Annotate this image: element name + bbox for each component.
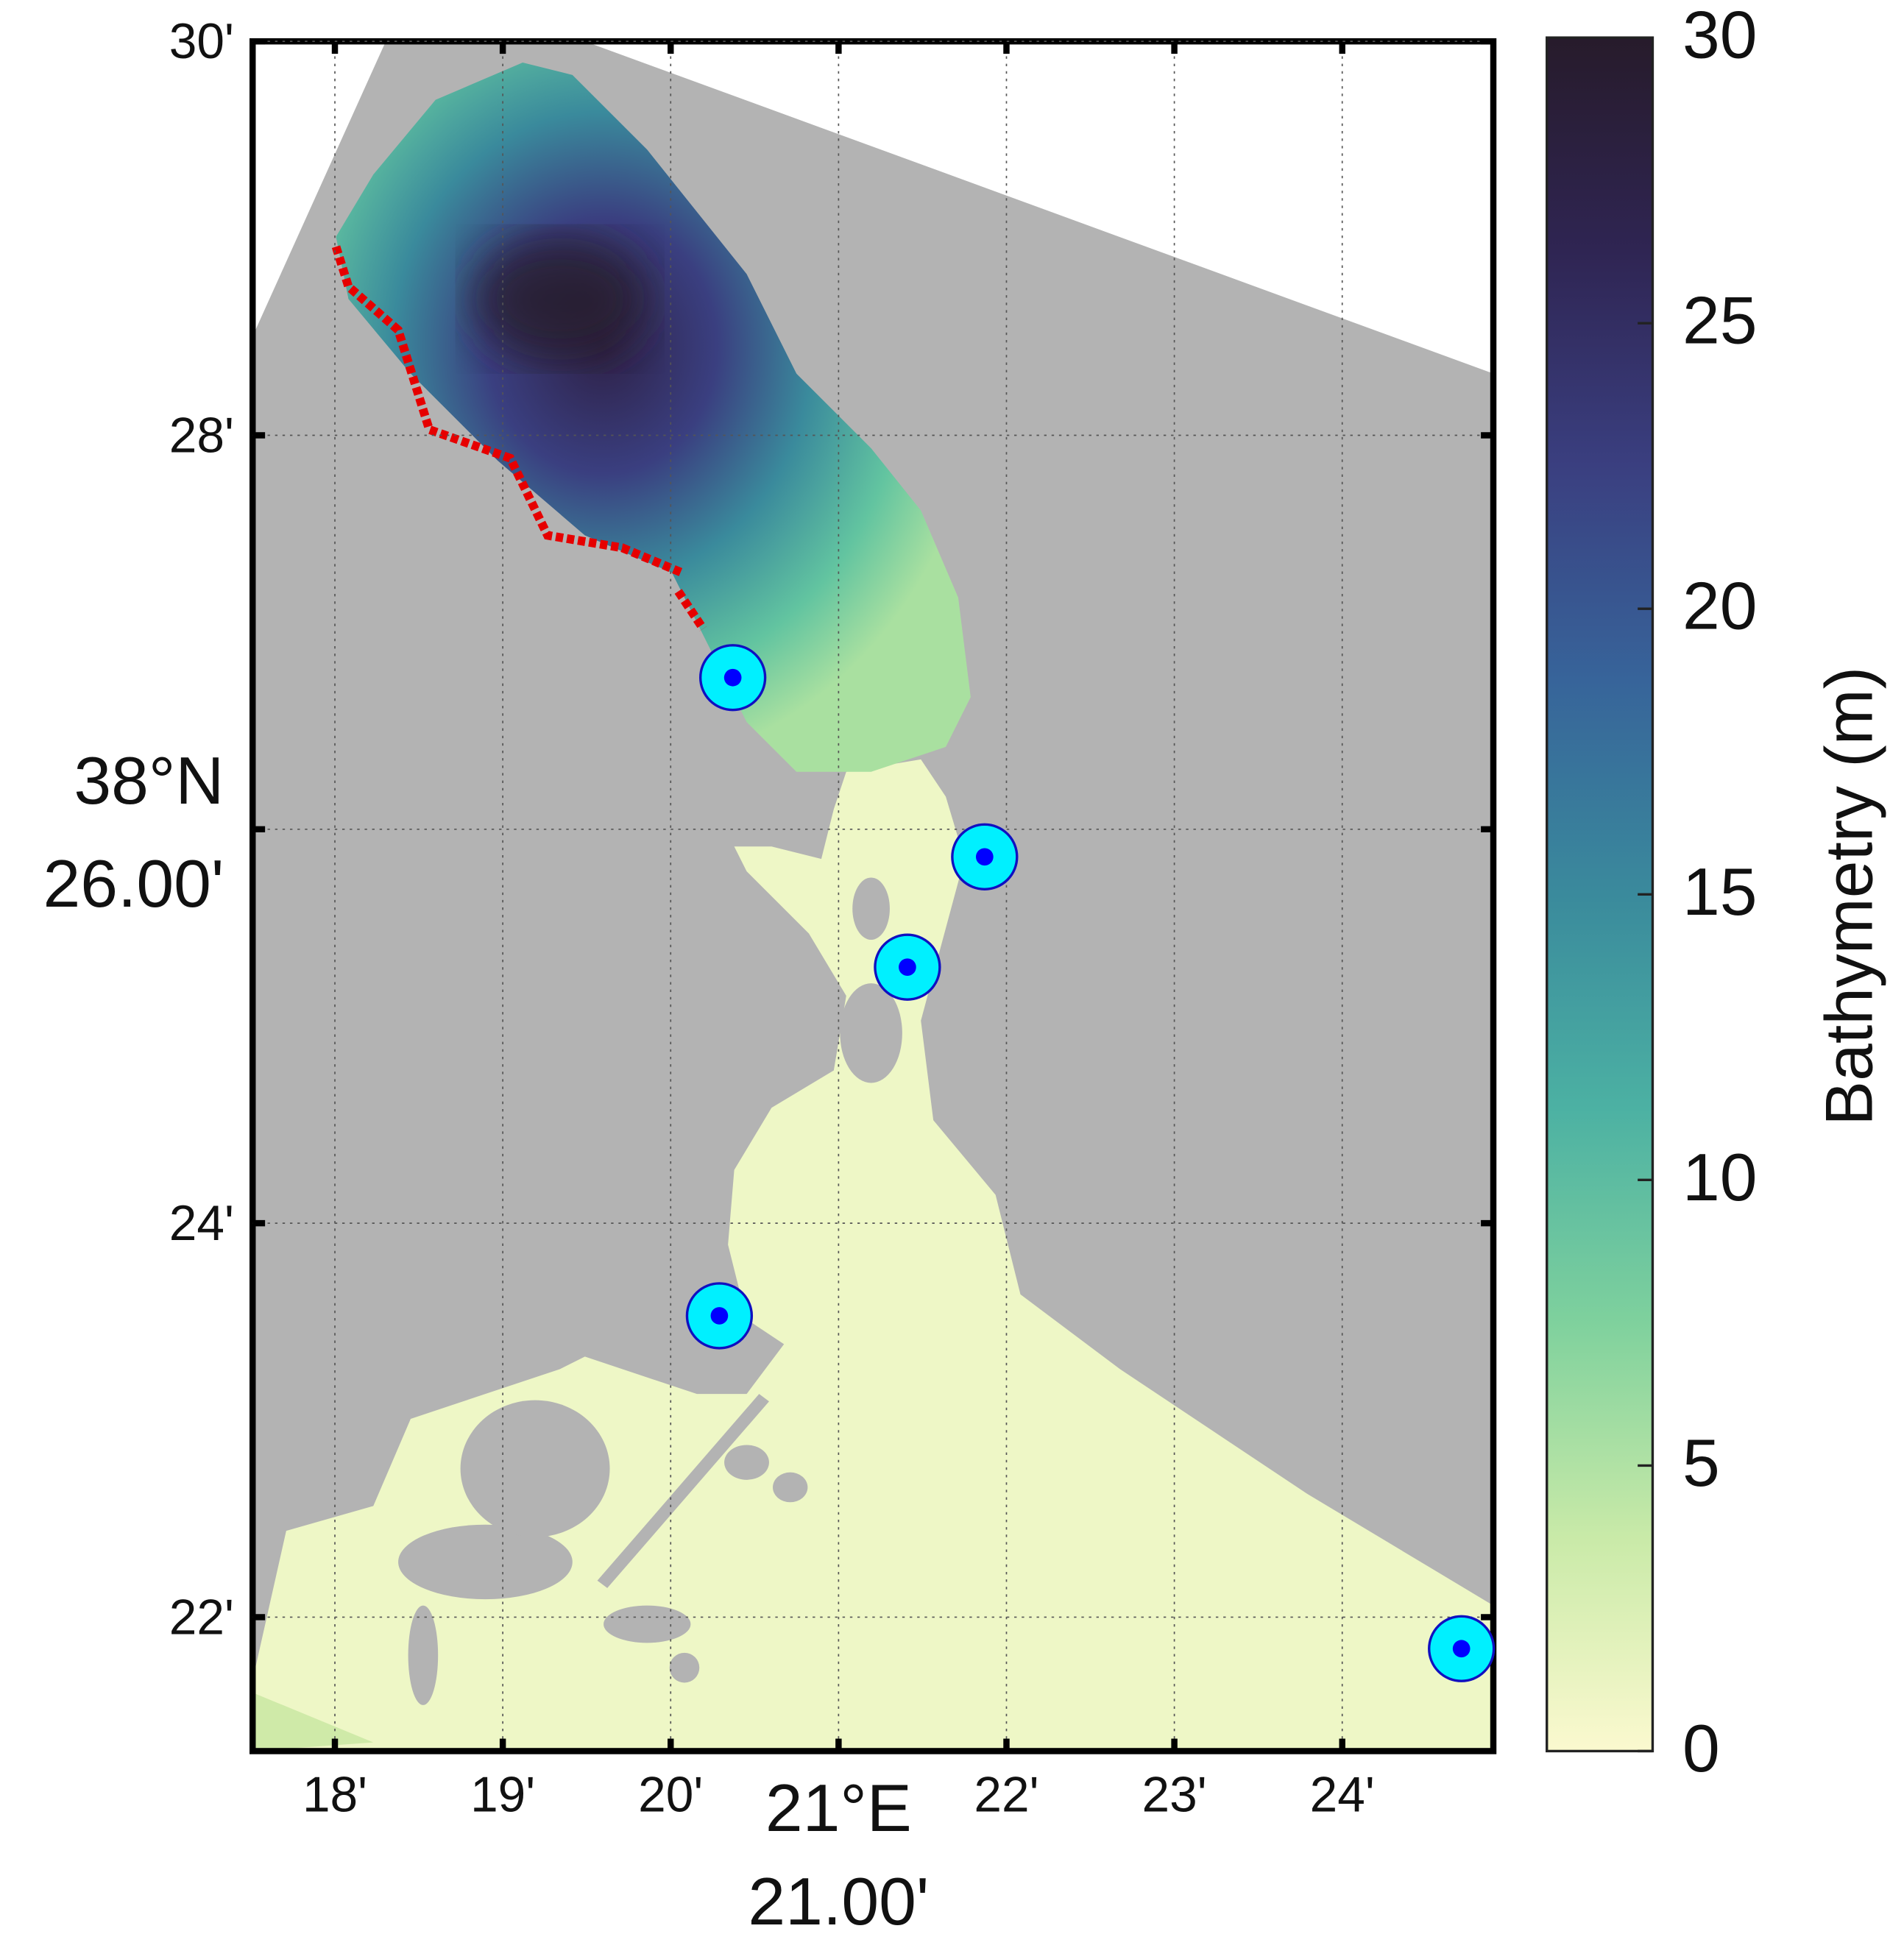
map-area (252, 41, 1494, 1752)
y-tick-label: 30' (169, 14, 234, 69)
colorbar-tick-label: 5 (1682, 1425, 1720, 1501)
colorbar-tick-label: 20 (1682, 569, 1758, 644)
station-center (899, 958, 916, 977)
colorbar-tick-label: 0 (1682, 1711, 1720, 1786)
station-center (1452, 1640, 1471, 1658)
y-tick-label: 24' (169, 1196, 234, 1251)
x-tick-label: 18' (302, 1768, 367, 1823)
transect (331, 245, 707, 631)
x-tick-label: 22' (974, 1768, 1038, 1823)
colorbar-tick-label: 30 (1682, 0, 1758, 73)
station-center (723, 668, 742, 687)
y-tick-label: 28' (169, 408, 234, 463)
colorbar (1546, 36, 1655, 1753)
x-tick-label: 21°E (765, 1771, 912, 1846)
y-tick-label: 38°N (74, 743, 224, 818)
y-tick-sublabel: 26.00' (43, 846, 224, 921)
station-center (710, 1307, 729, 1325)
x-tick-sublabel: 21.00' (748, 1864, 929, 1939)
colorbar-tick-label: 10 (1682, 1140, 1758, 1215)
station-center (975, 848, 994, 866)
x-tick-label: 20' (638, 1768, 703, 1823)
x-tick-label: 24' (1310, 1768, 1375, 1823)
colorbar-label: Bathymetry (m) (1811, 667, 1886, 1126)
lake (336, 62, 971, 772)
y-tick-label: 22' (169, 1590, 234, 1645)
colorbar-tick-label: 25 (1682, 283, 1758, 358)
x-tick-label: 23' (1142, 1768, 1207, 1823)
colorbar-tick-label: 15 (1682, 854, 1758, 929)
islands (398, 877, 902, 1705)
x-tick-label: 19' (470, 1768, 535, 1823)
